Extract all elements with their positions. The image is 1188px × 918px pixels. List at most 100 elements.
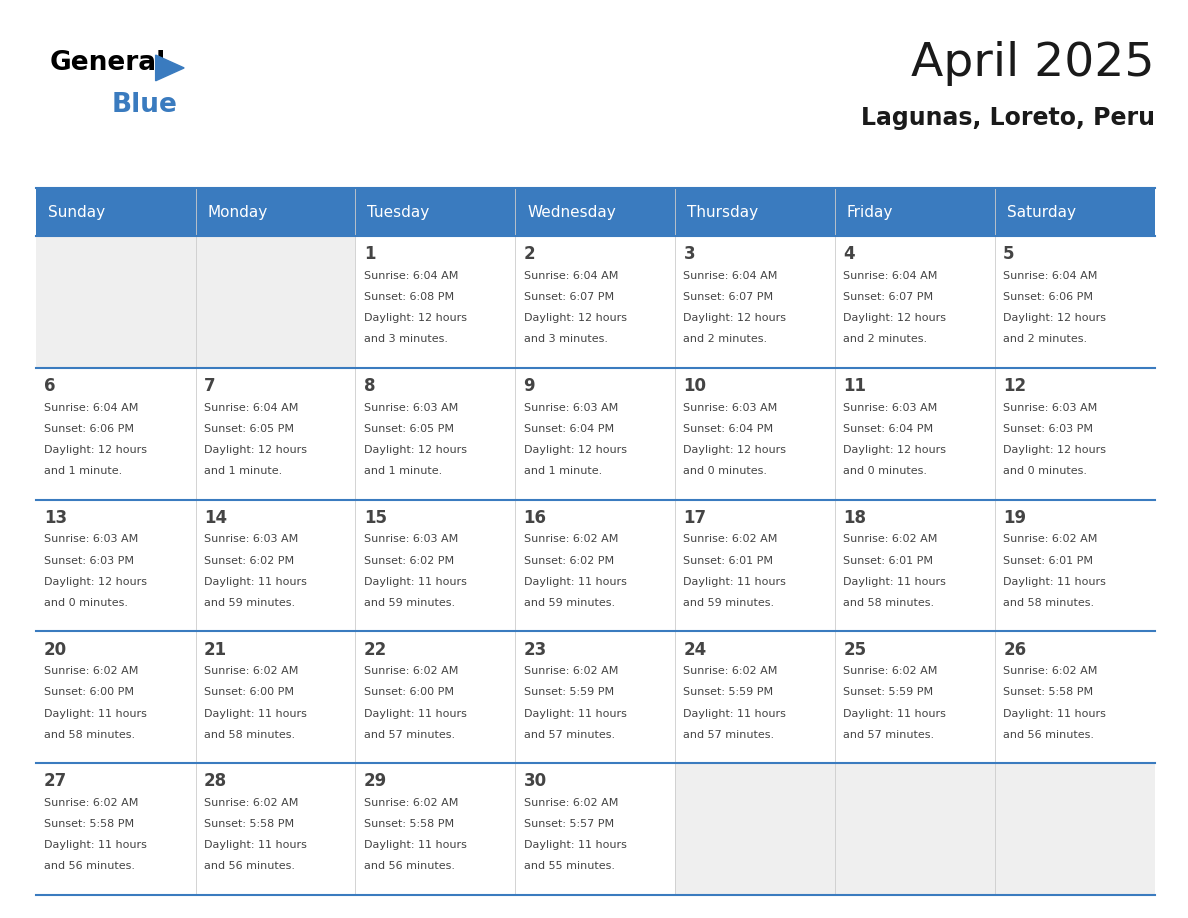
Text: Sunset: 5:58 PM: Sunset: 5:58 PM <box>44 819 134 829</box>
Text: Sunrise: 6:02 AM: Sunrise: 6:02 AM <box>204 798 298 808</box>
Text: and 0 minutes.: and 0 minutes. <box>44 598 128 608</box>
Text: Daylight: 12 hours: Daylight: 12 hours <box>364 445 467 454</box>
Text: and 3 minutes.: and 3 minutes. <box>364 334 448 344</box>
Text: 16: 16 <box>524 509 546 527</box>
Text: Saturday: Saturday <box>1006 205 1076 219</box>
Text: and 56 minutes.: and 56 minutes. <box>204 861 295 871</box>
Text: Daylight: 11 hours: Daylight: 11 hours <box>524 840 626 850</box>
Text: and 58 minutes.: and 58 minutes. <box>843 598 935 608</box>
Text: Sunrise: 6:04 AM: Sunrise: 6:04 AM <box>204 403 298 412</box>
Text: and 59 minutes.: and 59 minutes. <box>204 598 295 608</box>
Text: Monday: Monday <box>208 205 267 219</box>
Text: Sunrise: 6:04 AM: Sunrise: 6:04 AM <box>364 271 459 281</box>
Text: Sunrise: 6:03 AM: Sunrise: 6:03 AM <box>204 534 298 544</box>
Text: Daylight: 11 hours: Daylight: 11 hours <box>204 577 307 587</box>
Text: and 59 minutes.: and 59 minutes. <box>683 598 775 608</box>
Text: 15: 15 <box>364 509 387 527</box>
Text: Sunrise: 6:03 AM: Sunrise: 6:03 AM <box>1003 403 1098 412</box>
Text: April 2025: April 2025 <box>911 41 1155 86</box>
Text: Daylight: 11 hours: Daylight: 11 hours <box>683 577 786 587</box>
Text: and 56 minutes.: and 56 minutes. <box>364 861 455 871</box>
Text: Daylight: 12 hours: Daylight: 12 hours <box>843 313 947 323</box>
Text: Daylight: 12 hours: Daylight: 12 hours <box>683 313 786 323</box>
Text: Daylight: 12 hours: Daylight: 12 hours <box>364 313 467 323</box>
Text: 5: 5 <box>1003 245 1015 263</box>
Text: Sunset: 5:58 PM: Sunset: 5:58 PM <box>364 819 454 829</box>
Text: Sunset: 5:59 PM: Sunset: 5:59 PM <box>524 688 614 698</box>
Text: and 58 minutes.: and 58 minutes. <box>1003 598 1094 608</box>
Text: and 2 minutes.: and 2 minutes. <box>1003 334 1087 344</box>
Text: Daylight: 12 hours: Daylight: 12 hours <box>1003 445 1106 454</box>
Text: Daylight: 11 hours: Daylight: 11 hours <box>44 709 147 719</box>
Text: Sunrise: 6:02 AM: Sunrise: 6:02 AM <box>364 666 459 677</box>
Text: 11: 11 <box>843 377 866 395</box>
Text: Sunrise: 6:02 AM: Sunrise: 6:02 AM <box>364 798 459 808</box>
Text: Sunset: 6:00 PM: Sunset: 6:00 PM <box>204 688 293 698</box>
Text: 25: 25 <box>843 641 866 658</box>
Text: and 57 minutes.: and 57 minutes. <box>524 730 614 740</box>
Text: 13: 13 <box>44 509 67 527</box>
Text: and 3 minutes.: and 3 minutes. <box>524 334 607 344</box>
Text: Sunrise: 6:03 AM: Sunrise: 6:03 AM <box>364 403 457 412</box>
Text: Sunrise: 6:02 AM: Sunrise: 6:02 AM <box>524 798 618 808</box>
Text: Daylight: 11 hours: Daylight: 11 hours <box>524 709 626 719</box>
Text: Sunset: 6:02 PM: Sunset: 6:02 PM <box>364 555 454 565</box>
Text: and 59 minutes.: and 59 minutes. <box>364 598 455 608</box>
Text: Blue: Blue <box>112 92 177 118</box>
Text: Sunrise: 6:04 AM: Sunrise: 6:04 AM <box>524 271 618 281</box>
Text: 12: 12 <box>1003 377 1026 395</box>
Text: Daylight: 11 hours: Daylight: 11 hours <box>204 840 307 850</box>
Text: 26: 26 <box>1003 641 1026 658</box>
Text: Daylight: 11 hours: Daylight: 11 hours <box>364 709 467 719</box>
Text: Daylight: 12 hours: Daylight: 12 hours <box>1003 313 1106 323</box>
Text: and 58 minutes.: and 58 minutes. <box>204 730 295 740</box>
Text: Sunrise: 6:02 AM: Sunrise: 6:02 AM <box>1003 666 1098 677</box>
Text: 27: 27 <box>44 772 68 790</box>
Text: 29: 29 <box>364 772 387 790</box>
Text: 8: 8 <box>364 377 375 395</box>
Text: Daylight: 11 hours: Daylight: 11 hours <box>1003 577 1106 587</box>
Text: Daylight: 11 hours: Daylight: 11 hours <box>364 577 467 587</box>
Text: and 59 minutes.: and 59 minutes. <box>524 598 614 608</box>
Text: and 2 minutes.: and 2 minutes. <box>843 334 928 344</box>
Text: and 56 minutes.: and 56 minutes. <box>44 861 135 871</box>
Text: Sunrise: 6:03 AM: Sunrise: 6:03 AM <box>524 403 618 412</box>
Text: Sunset: 5:58 PM: Sunset: 5:58 PM <box>204 819 293 829</box>
Text: 18: 18 <box>843 509 866 527</box>
Text: Sunrise: 6:04 AM: Sunrise: 6:04 AM <box>683 271 778 281</box>
Text: and 1 minute.: and 1 minute. <box>204 466 282 476</box>
Text: 19: 19 <box>1003 509 1026 527</box>
Text: 20: 20 <box>44 641 67 658</box>
Text: Daylight: 12 hours: Daylight: 12 hours <box>843 445 947 454</box>
Text: Sunrise: 6:02 AM: Sunrise: 6:02 AM <box>44 798 138 808</box>
Text: Sunset: 6:00 PM: Sunset: 6:00 PM <box>364 688 454 698</box>
Text: 30: 30 <box>524 772 546 790</box>
Text: Wednesday: Wednesday <box>527 205 615 219</box>
Text: and 1 minute.: and 1 minute. <box>44 466 122 476</box>
Text: Tuesday: Tuesday <box>367 205 430 219</box>
Text: and 1 minute.: and 1 minute. <box>524 466 602 476</box>
Text: 22: 22 <box>364 641 387 658</box>
Text: and 2 minutes.: and 2 minutes. <box>683 334 767 344</box>
Text: 3: 3 <box>683 245 695 263</box>
Text: Sunrise: 6:02 AM: Sunrise: 6:02 AM <box>1003 534 1098 544</box>
Text: 17: 17 <box>683 509 707 527</box>
Text: Sunrise: 6:02 AM: Sunrise: 6:02 AM <box>843 534 937 544</box>
Text: and 0 minutes.: and 0 minutes. <box>683 466 767 476</box>
Text: Daylight: 12 hours: Daylight: 12 hours <box>44 445 147 454</box>
Text: 1: 1 <box>364 245 375 263</box>
Text: and 0 minutes.: and 0 minutes. <box>1003 466 1087 476</box>
Text: Sunset: 5:59 PM: Sunset: 5:59 PM <box>683 688 773 698</box>
Text: 23: 23 <box>524 641 546 658</box>
Text: Sunset: 6:07 PM: Sunset: 6:07 PM <box>843 292 934 302</box>
Text: 10: 10 <box>683 377 707 395</box>
Text: Friday: Friday <box>847 205 893 219</box>
Text: General: General <box>50 50 166 76</box>
Text: Sunrise: 6:02 AM: Sunrise: 6:02 AM <box>524 534 618 544</box>
Text: Sunset: 6:00 PM: Sunset: 6:00 PM <box>44 688 134 698</box>
Text: Sunset: 6:06 PM: Sunset: 6:06 PM <box>44 424 134 433</box>
Text: Daylight: 11 hours: Daylight: 11 hours <box>1003 709 1106 719</box>
Text: Sunset: 5:57 PM: Sunset: 5:57 PM <box>524 819 614 829</box>
Text: Daylight: 11 hours: Daylight: 11 hours <box>524 577 626 587</box>
Text: Sunset: 6:05 PM: Sunset: 6:05 PM <box>204 424 293 433</box>
